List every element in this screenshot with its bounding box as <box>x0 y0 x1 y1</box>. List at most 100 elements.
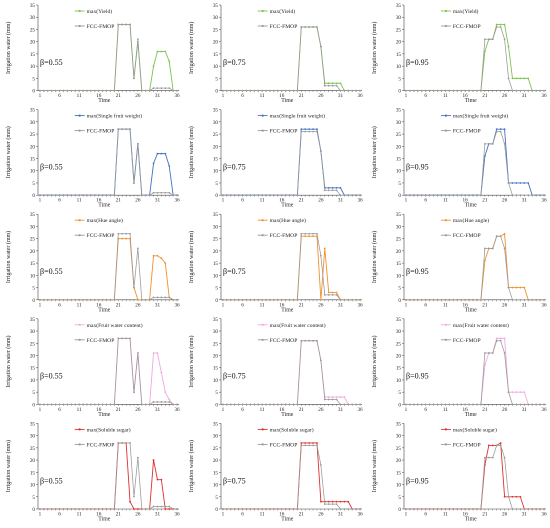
data-point <box>335 189 338 192</box>
y-tick-label: 15 <box>213 52 219 58</box>
data-point <box>519 403 522 406</box>
data-point <box>519 77 522 80</box>
data-point <box>424 89 427 92</box>
y-tick-label: 15 <box>30 470 36 476</box>
data-point <box>468 89 470 92</box>
data-point <box>511 391 514 394</box>
x-tick-label: 1 <box>222 407 225 413</box>
data-point <box>460 508 463 510</box>
data-point <box>472 403 474 406</box>
data-point <box>105 194 108 197</box>
data-point <box>515 508 518 510</box>
y-tick-label: 35 <box>30 212 36 218</box>
y-tick-label: 20 <box>396 458 402 464</box>
data-point <box>448 508 451 510</box>
data-point <box>70 508 73 510</box>
x-axis-title: Time <box>465 517 477 523</box>
data-point <box>483 259 486 262</box>
data-point <box>448 89 451 92</box>
data-point <box>241 194 244 197</box>
data-point <box>74 403 77 406</box>
data-point <box>168 296 171 299</box>
data-point <box>261 298 264 301</box>
x-axis-title: Time <box>281 203 293 209</box>
data-point <box>156 87 159 90</box>
data-point <box>499 339 502 342</box>
legend-label: FCC-FMOP <box>453 338 481 344</box>
y-tick-label: 5 <box>32 76 35 82</box>
legend-marker <box>78 219 81 222</box>
data-point <box>507 495 510 498</box>
x-tick-label: 11 <box>77 512 82 518</box>
legend-label: FCC-FMOP <box>87 442 115 448</box>
x-axis-title: Time <box>465 98 477 104</box>
data-point <box>308 232 311 235</box>
data-point <box>82 298 84 301</box>
data-point <box>355 194 358 197</box>
legend-label: max(Soluble sugar) <box>270 426 314 433</box>
x-tick-label: 36 <box>357 302 363 308</box>
data-point <box>129 128 131 131</box>
data-point <box>527 77 530 80</box>
x-tick-label: 31 <box>155 93 161 99</box>
beta-label: β=0.75 <box>223 267 246 276</box>
data-point <box>42 298 45 301</box>
x-axis-title: Time <box>281 412 293 418</box>
data-point <box>468 508 470 510</box>
data-point <box>511 77 514 80</box>
data-point <box>237 298 240 301</box>
data-point <box>539 298 541 301</box>
x-tick-label: 16 <box>463 512 469 518</box>
data-point <box>117 337 120 340</box>
x-tick-label: 26 <box>318 302 324 308</box>
legend-label: FCC-FMOP <box>453 233 481 239</box>
data-point <box>483 50 486 53</box>
y-axis-title: Irrigation water (mm) <box>188 440 195 492</box>
data-point <box>288 89 291 92</box>
data-point <box>292 508 295 510</box>
x-tick-label: 31 <box>155 198 161 204</box>
data-point <box>62 298 65 301</box>
y-tick-label: 35 <box>30 317 36 323</box>
legend-marker <box>261 443 264 446</box>
data-point <box>156 401 159 403</box>
x-tick-label: 16 <box>279 302 285 308</box>
data-point <box>237 194 240 197</box>
data-point <box>257 194 260 197</box>
data-point <box>129 500 131 503</box>
data-point <box>323 84 326 87</box>
x-tick-label: 11 <box>443 198 448 204</box>
x-axis-title: Time <box>98 98 110 104</box>
x-tick-label: 1 <box>222 198 225 204</box>
data-point <box>343 298 346 301</box>
data-point <box>172 194 175 197</box>
y-tick-label: 30 <box>213 224 219 230</box>
data-point <box>507 45 510 48</box>
y-tick-label: 0 <box>32 193 35 199</box>
data-point <box>472 194 474 197</box>
x-tick-label: 6 <box>241 512 244 518</box>
legend-marker <box>444 234 448 237</box>
data-point <box>140 89 143 92</box>
data-point <box>339 186 342 189</box>
data-point <box>483 364 486 367</box>
y-tick-label: 25 <box>396 237 402 243</box>
data-point <box>304 130 307 133</box>
data-point <box>339 500 342 503</box>
y-axis-title: Irrigation water (mm) <box>371 335 378 387</box>
data-point <box>468 403 470 406</box>
data-point <box>483 142 486 145</box>
legend-marker <box>78 428 81 431</box>
data-point <box>89 89 92 92</box>
legend-label: FCC-FMOP <box>87 129 115 135</box>
data-point <box>495 128 498 131</box>
data-point <box>156 191 159 194</box>
data-point <box>156 152 159 155</box>
data-point <box>93 298 96 301</box>
data-point <box>42 403 45 406</box>
data-point <box>125 337 128 340</box>
data-point <box>420 194 423 197</box>
